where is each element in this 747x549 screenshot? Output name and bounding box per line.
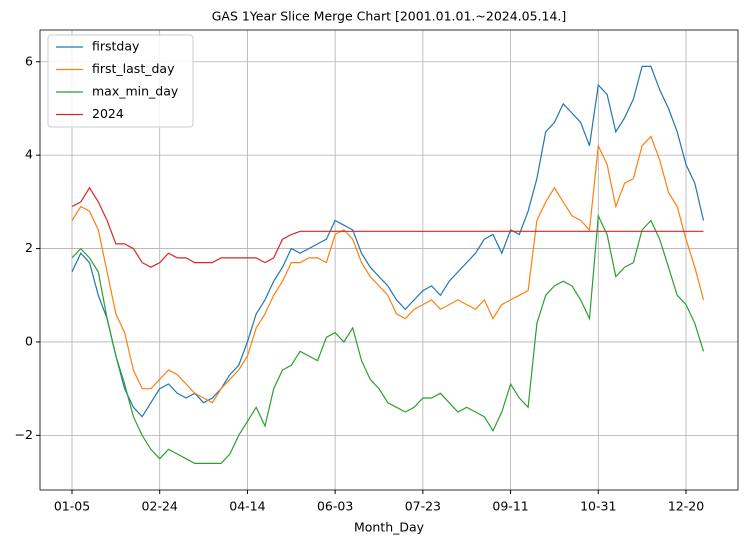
x-tick-label: 07-23 [405, 499, 441, 514]
x-tick-label: 06-03 [317, 499, 353, 514]
y-tick-label: 4 [25, 147, 33, 162]
x-tick-label: 09-11 [492, 499, 528, 514]
chart-title: GAS 1Year Slice Merge Chart [2001.01.01.… [212, 9, 567, 24]
x-tick-label: 10-31 [580, 499, 616, 514]
legend-box [47, 34, 194, 128]
series-line [71, 186, 704, 268]
x-axis-label: Month_Day [354, 520, 425, 535]
legend-label: first_last_day [92, 61, 175, 76]
x-tick-label: 01-05 [54, 499, 90, 514]
legend-label: firstday [92, 39, 140, 54]
legend: firstday first_last_day max_min_day 2024 [47, 34, 194, 128]
y-tick-label: 0 [25, 333, 33, 348]
series-line [71, 135, 705, 404]
plot-frame [39, 29, 739, 491]
series-line [71, 65, 705, 418]
y-tick-label: 6 [25, 53, 33, 68]
x-tick-label: 04-14 [229, 499, 265, 514]
x-tick-label: 12-20 [668, 499, 704, 514]
legend-label: 2024 [92, 106, 124, 121]
legend-label: max_min_day [92, 84, 179, 99]
y-tick-label: −2 [15, 427, 33, 442]
y-tick-label: 2 [25, 240, 33, 255]
series-line [71, 213, 705, 464]
x-tick-label: 02-24 [142, 499, 178, 514]
